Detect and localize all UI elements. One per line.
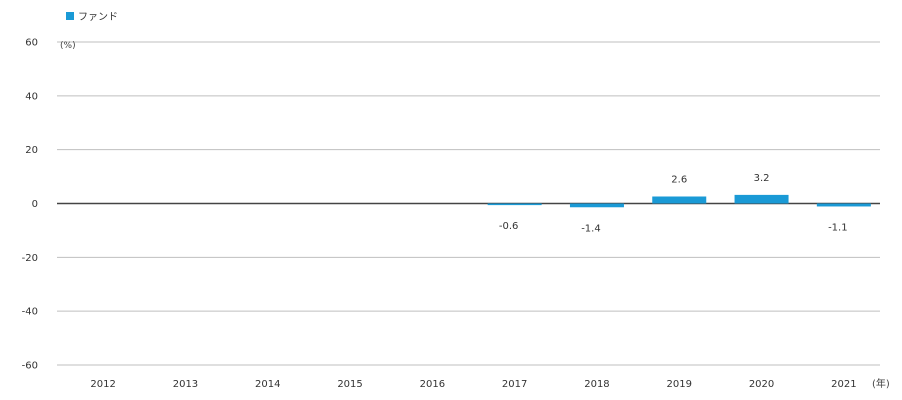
bars (488, 195, 871, 207)
bar (488, 204, 542, 206)
x-axis-unit: (年) (872, 377, 890, 390)
y-tick-label: -40 (22, 307, 38, 318)
y-axis-unit: (%) (60, 41, 76, 51)
legend: ファンド (66, 12, 118, 23)
x-tick-label: 2013 (173, 379, 198, 390)
data-label: 3.2 (754, 173, 770, 184)
x-tick-label: 2018 (584, 379, 609, 390)
x-axis: 2012 2013 2014 2015 2016 2017 2018 2019 2020 2021 (90, 379, 856, 390)
x-tick-label: 2020 (749, 379, 774, 390)
legend-swatch (66, 12, 74, 20)
x-tick-label: 2015 (337, 379, 362, 390)
y-tick-label: 60 (25, 38, 38, 49)
x-tick-label: 2014 (255, 379, 280, 390)
bar (817, 204, 871, 207)
y-tick-label: 40 (25, 91, 38, 102)
y-tick-label: 20 (25, 145, 38, 156)
x-tick-label: 2019 (667, 379, 692, 390)
data-label: -0.6 (499, 221, 519, 232)
y-tick-label: -20 (22, 253, 38, 264)
bar (652, 197, 706, 204)
y-tick-label: -60 (22, 361, 38, 372)
bar (570, 204, 624, 208)
data-label: -1.4 (581, 223, 601, 234)
x-tick-label: 2012 (90, 379, 115, 390)
bar (735, 195, 789, 204)
legend-label: ファンド (78, 12, 118, 23)
y-tick-label: 0 (32, 199, 38, 210)
data-label: -1.1 (828, 222, 848, 233)
y-axis: 60 40 20 0 -20 -40 -60 (22, 38, 38, 372)
x-tick-label: 2016 (420, 379, 445, 390)
x-tick-label: 2021 (831, 379, 856, 390)
data-label: 2.6 (671, 175, 687, 186)
x-tick-label: 2017 (502, 379, 527, 390)
